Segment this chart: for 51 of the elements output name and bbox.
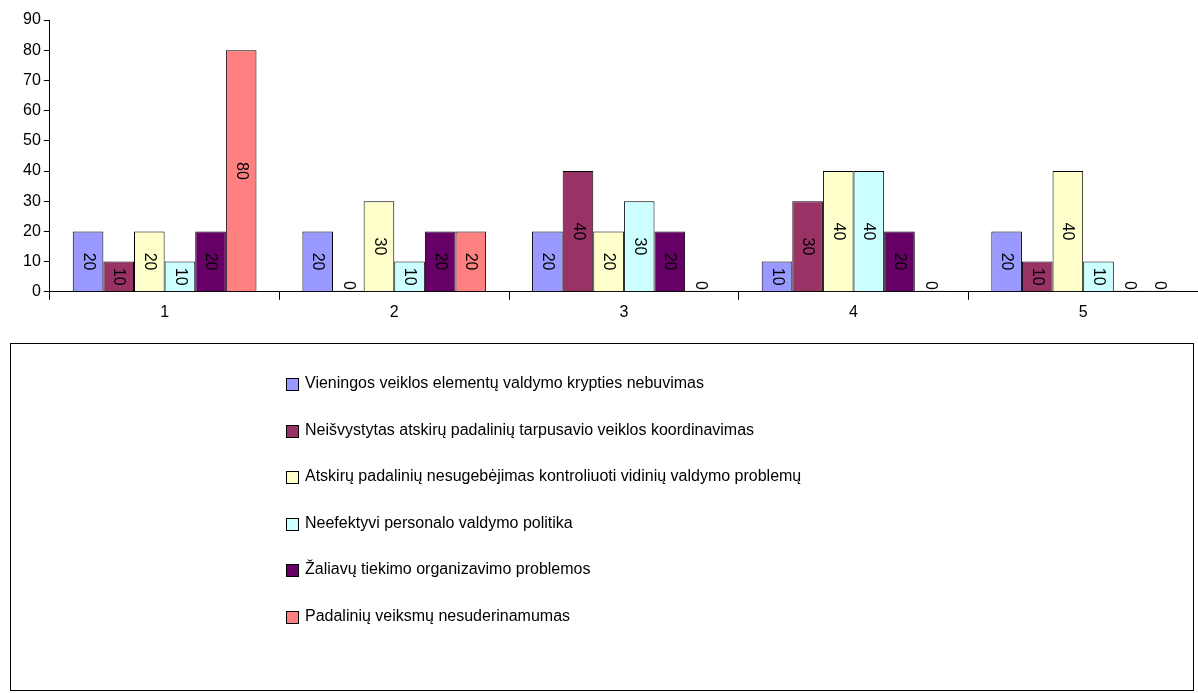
data-label: 10 bbox=[1091, 267, 1109, 286]
y-tick-label: 10 bbox=[23, 252, 41, 270]
data-label: 20 bbox=[539, 252, 557, 271]
y-tick-label: 80 bbox=[23, 40, 41, 58]
y-tick-label: 90 bbox=[23, 10, 41, 28]
data-label: 20 bbox=[601, 252, 619, 271]
legend-label: Neefektyvi personalo valdymo politika bbox=[305, 513, 573, 532]
data-label: 20 bbox=[463, 252, 481, 271]
y-tick-label: 50 bbox=[23, 131, 41, 149]
data-label: 10 bbox=[402, 267, 420, 286]
data-label: 10 bbox=[111, 267, 129, 286]
data-label: 30 bbox=[631, 237, 649, 256]
legend-label: Atskirų padalinių nesugebėjimas kontroliuoti vidinių valdymo problemų bbox=[305, 467, 802, 485]
data-label: 0 bbox=[693, 280, 711, 290]
data-label: 20 bbox=[662, 252, 680, 271]
y-tick-label: 0 bbox=[31, 282, 41, 300]
x-tick-label: 4 bbox=[849, 302, 859, 320]
data-label: 40 bbox=[570, 222, 588, 241]
y-tick-label: 40 bbox=[23, 161, 41, 179]
data-label: 40 bbox=[861, 222, 879, 241]
y-tick-label: 60 bbox=[23, 101, 41, 119]
legend-label: Žaliavų tiekimo organizavimo problemos bbox=[305, 560, 591, 578]
x-tick-label: 3 bbox=[619, 302, 629, 320]
data-label: 40 bbox=[830, 222, 848, 241]
data-label: 80 bbox=[233, 162, 251, 180]
data-label: 0 bbox=[1152, 280, 1170, 290]
data-label: 40 bbox=[1060, 222, 1078, 241]
y-tick-label: 70 bbox=[23, 70, 41, 88]
y-tick-label: 30 bbox=[23, 191, 41, 209]
data-label: 30 bbox=[371, 237, 389, 256]
data-label: 20 bbox=[310, 252, 328, 271]
data-label: 20 bbox=[203, 252, 221, 271]
x-tick-label: 1 bbox=[160, 302, 170, 320]
x-tick-label: 2 bbox=[389, 302, 399, 320]
data-label: 20 bbox=[432, 252, 450, 271]
data-label: 0 bbox=[340, 280, 358, 290]
data-label: 0 bbox=[1121, 280, 1139, 290]
data-label: 10 bbox=[172, 267, 190, 286]
data-label: 20 bbox=[999, 252, 1017, 271]
legend-label: Padalinių veiksmų nesuderinamumas bbox=[305, 606, 571, 625]
x-tick-label: 5 bbox=[1078, 302, 1088, 320]
legend-label: Neišvystytas atskirų padalinių tarpusavio veiklos koordinavimas bbox=[305, 420, 755, 439]
legend-label: Vieningos veiklos elementų valdymo krypties nebuvimas bbox=[305, 374, 705, 392]
data-label: 30 bbox=[800, 237, 818, 256]
data-label: 20 bbox=[80, 252, 98, 271]
y-tick-label: 20 bbox=[23, 221, 41, 239]
data-label: 20 bbox=[892, 252, 910, 271]
data-label: 10 bbox=[1029, 267, 1047, 286]
data-label: 10 bbox=[769, 267, 787, 286]
data-label: 20 bbox=[141, 252, 159, 271]
data-label: 0 bbox=[922, 280, 940, 290]
